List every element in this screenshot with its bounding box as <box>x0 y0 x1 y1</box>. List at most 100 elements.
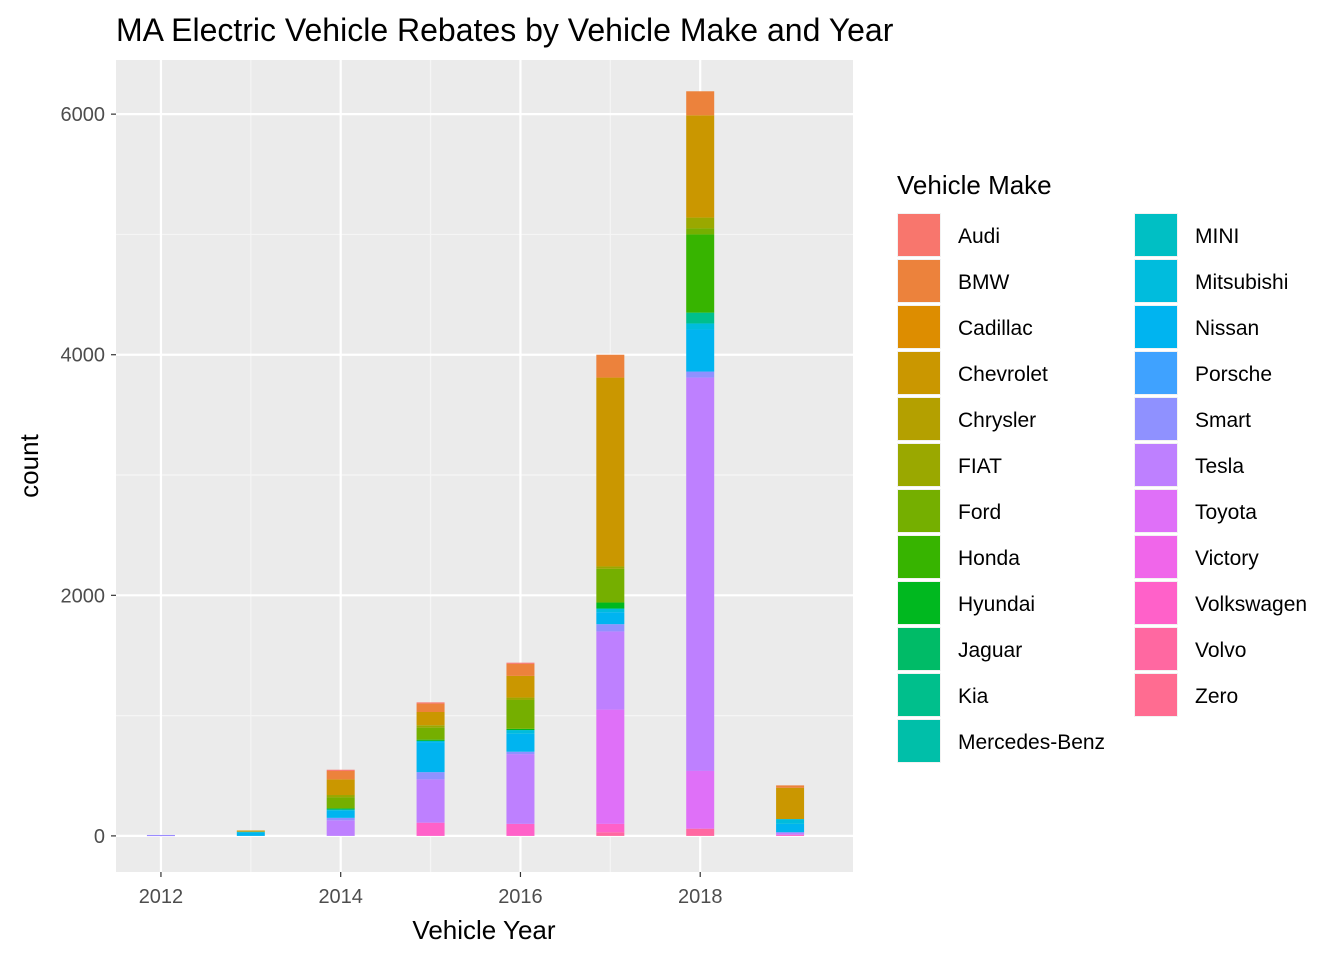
bar-2017-mitsubishi <box>596 608 625 613</box>
legend-swatch-mercedes-benz <box>898 720 940 762</box>
bar-2015-smart <box>416 772 445 780</box>
legend-swatch-kia <box>898 674 940 716</box>
x-tick-label: 2016 <box>498 886 543 908</box>
bar-2015-bmw <box>416 703 445 713</box>
legend-label-mini: MINI <box>1195 225 1239 248</box>
bar-2018-nissan <box>686 329 715 372</box>
legend: Audi BMW Cadillac Chevrolet Chrysler FIAT Ford… <box>897 213 1307 763</box>
bar-2018-smart <box>686 371 715 378</box>
bar-2013-nissan <box>236 832 265 836</box>
bar-2016-bmw <box>506 663 535 676</box>
legend-swatch-toyota <box>1135 490 1177 532</box>
bar-2013-chevrolet <box>236 830 265 832</box>
bar-2018-bmw <box>686 91 715 116</box>
bar-2017-smart <box>596 624 625 632</box>
bar-2017-tesla <box>596 631 625 710</box>
legend-label-jaguar: Jaguar <box>958 639 1022 662</box>
bar-2016-mitsubishi <box>506 730 535 734</box>
bar-2018-kia <box>686 312 715 324</box>
bar-2016-hyundai <box>506 728 535 731</box>
bar-2015-chevrolet <box>416 712 445 726</box>
bar-2015-nissan <box>416 742 445 773</box>
bar-2017-volkswagen <box>596 823 625 833</box>
legend-label-fiat: FIAT <box>958 455 1002 478</box>
bars <box>146 91 805 837</box>
legend-label-volvo: Volvo <box>1195 639 1246 662</box>
bar-2019-chevrolet <box>776 787 805 820</box>
legend-label-kia: Kia <box>958 685 989 708</box>
x-tick-label: 2012 <box>139 886 184 908</box>
bar-2017-volvo <box>596 832 625 836</box>
y-tick-label: 0 <box>94 826 105 848</box>
bar-2015-mitsubishi <box>416 740 445 743</box>
bar-2015-volkswagen <box>416 822 445 836</box>
bar-2014-hyundai <box>326 808 355 810</box>
bar-2018-fiat <box>686 217 715 229</box>
bar-2015-hyundai <box>416 739 445 741</box>
legend-label-hyundai: Hyundai <box>958 593 1035 616</box>
legend-label-audi: Audi <box>958 225 1000 248</box>
x-tick-label: 2014 <box>318 886 363 908</box>
bar-2015-fiat <box>416 725 445 728</box>
legend-label-porsche: Porsche <box>1195 363 1272 386</box>
legend-swatch-honda <box>898 536 940 578</box>
legend-swatch-volkswagen <box>1135 582 1177 624</box>
legend-swatch-chrysler <box>898 398 940 440</box>
legend-label-honda: Honda <box>958 547 1020 570</box>
legend-label-volkswagen: Volkswagen <box>1195 593 1307 616</box>
bar-2018-volvo <box>686 828 715 836</box>
legend-label-chevrolet: Chevrolet <box>958 363 1048 386</box>
bar-2019-nissan <box>776 823 805 833</box>
legend-swatch-ford <box>898 490 940 532</box>
bar-2013-mitsubishi <box>236 831 265 833</box>
legend-label-cadillac: Cadillac <box>958 317 1033 340</box>
bar-2014-mitsubishi <box>326 809 355 811</box>
bar-2018-honda <box>686 234 715 313</box>
legend-swatch-nissan <box>1135 306 1177 348</box>
legend-swatch-cadillac <box>898 306 940 348</box>
bar-2014-fiat <box>326 795 355 798</box>
bar-2016-tesla <box>506 754 535 824</box>
bar-2016-chevrolet <box>506 675 535 698</box>
bar-2019-tesla <box>776 832 805 835</box>
bar-2019-bmw <box>776 785 805 788</box>
plot-panel <box>116 60 853 872</box>
bar-2019-mitsubishi <box>776 819 805 824</box>
x-tick-label: 2018 <box>678 886 723 908</box>
bar-2015-tesla <box>416 779 445 823</box>
bar-2014-ford <box>326 797 355 809</box>
legend-swatch-mitsubishi <box>1135 260 1177 302</box>
x-axis-title: Vehicle Year <box>412 915 555 945</box>
bar-2014-chevrolet <box>326 779 355 796</box>
legend-label-nissan: Nissan <box>1195 317 1259 340</box>
chart-title: MA Electric Vehicle Rebates by Vehicle M… <box>116 12 894 48</box>
bar-2019-volkswagen <box>776 834 805 836</box>
axis-ticks: 2012 2014 2016 2018 0 2000 4000 6000 <box>61 104 723 908</box>
y-axis-title: count <box>14 433 44 497</box>
bar-2014-nissan <box>326 810 355 818</box>
legend-swatch-porsche <box>1135 352 1177 394</box>
legend-label-smart: Smart <box>1195 409 1251 432</box>
legend-label-bmw: BMW <box>958 271 1010 294</box>
legend-swatch-chevrolet <box>898 352 940 394</box>
bar-2015-audi <box>416 702 445 704</box>
bar-2014-audi <box>326 769 355 771</box>
legend-swatch-tesla <box>1135 444 1177 486</box>
legend-swatch-volvo <box>1135 628 1177 670</box>
bar-2018-toyota <box>686 770 715 829</box>
bar-2017-hyundai <box>596 602 625 609</box>
y-tick-label: 2000 <box>61 585 106 607</box>
y-tick-label: 6000 <box>61 104 106 126</box>
bar-2015-ford <box>416 727 445 740</box>
legend-swatch-audi <box>898 214 940 256</box>
y-tick-label: 4000 <box>61 345 106 367</box>
bar-2016-nissan <box>506 733 535 752</box>
legend-swatch-smart <box>1135 398 1177 440</box>
legend-label-chrysler: Chrysler <box>958 409 1036 432</box>
legend-swatch-mini <box>1135 214 1177 256</box>
bar-2017-nissan <box>596 612 625 625</box>
bar-2014-smart <box>326 817 355 821</box>
bar-2014-bmw <box>326 770 355 780</box>
legend-swatch-victory <box>1135 536 1177 578</box>
